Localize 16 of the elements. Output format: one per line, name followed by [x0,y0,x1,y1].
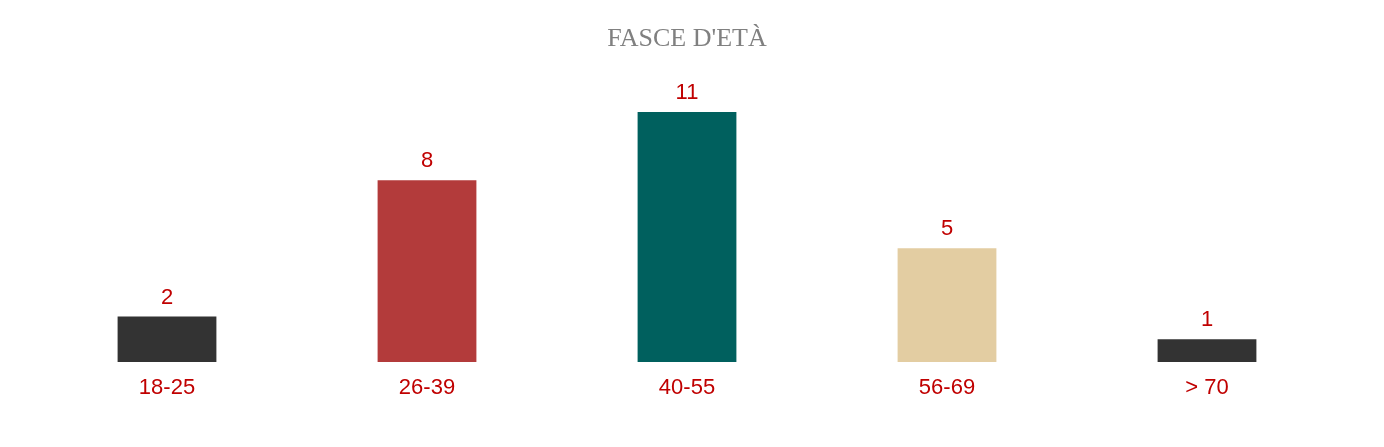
bar [637,112,737,362]
bar [897,248,997,362]
bar [377,180,477,362]
data-label: 2 [160,283,174,309]
x-tick-label: 40-55 [658,373,716,399]
x-tick-label: 26-39 [398,373,456,399]
bar [117,316,217,362]
data-label: 11 [675,79,699,104]
data-label: 8 [420,147,434,173]
bar [1157,339,1257,362]
x-tick-label: 56-69 [918,373,976,399]
data-label: 5 [940,215,954,241]
x-tick-label: 18-25 [138,373,196,399]
data-label: 1 [1200,306,1214,332]
x-tick-label: > 70 [1185,373,1229,399]
chart-title: FASCE D'ETÀ [607,23,767,52]
